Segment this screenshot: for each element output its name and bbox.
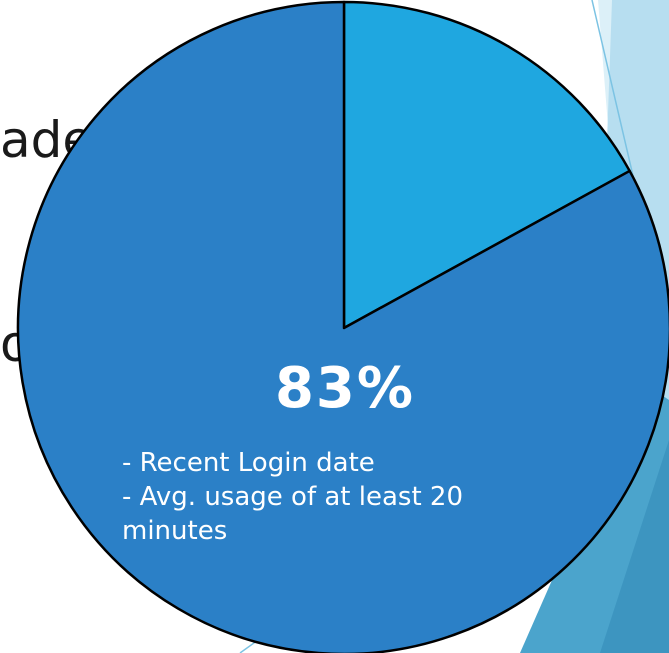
pie-slice-2 [16, 0, 669, 653]
pie-detail-line-3: minutes [122, 516, 228, 546]
decor-facet-deep [600, 440, 669, 653]
pie-slice-1 [342, 0, 631, 330]
pie-detail-line-2: - Avg. usage of at least 20 [122, 482, 464, 512]
pie-detail-line-1: - Recent Login date [122, 448, 375, 478]
pie-main-value-label: 83% [274, 356, 416, 421]
pie-details-label: - Recent Login date - Avg. usage of at l… [122, 446, 464, 548]
